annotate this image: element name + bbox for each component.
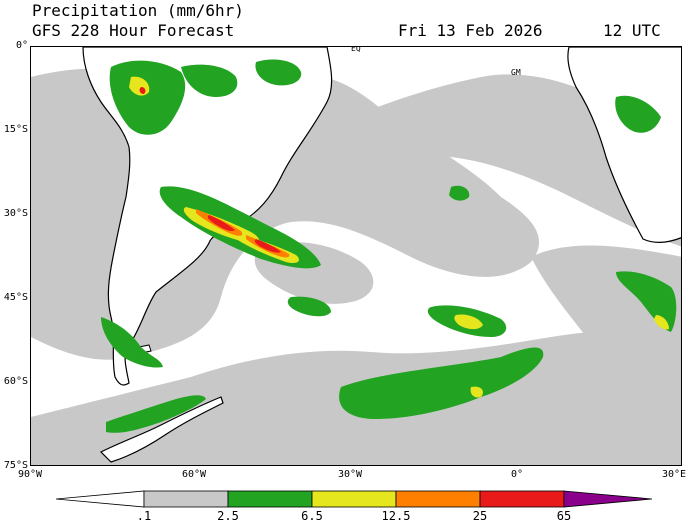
precip-red-area: [254, 239, 281, 253]
colorbar-label-0: .1: [136, 509, 152, 523]
precip-red-area: [207, 215, 235, 232]
lon-label-0: 0°: [510, 469, 524, 480]
lat-label-0: 0°: [15, 40, 28, 51]
precip-green-area: [255, 59, 302, 86]
africa-coast: [567, 47, 681, 243]
antarctic-peninsula-coast: [99, 396, 224, 463]
lat-label-75s: 75°S: [3, 460, 28, 471]
precip-yellow-area: [654, 315, 669, 330]
lon-label-90w: 90°W: [17, 469, 43, 480]
equator-tag: EQ: [351, 46, 361, 53]
precip-gray-band: [38, 193, 130, 308]
lat-label-60s: 60°S: [3, 376, 28, 387]
colorbar-segment-5: [479, 490, 565, 508]
colorbar-label-1: 2.5: [217, 509, 239, 523]
colorbar-segment-4: [395, 490, 481, 508]
colorbar-segment-1: [143, 490, 229, 508]
precip-green-area: [449, 185, 470, 201]
precip-green-area: [287, 296, 331, 317]
colorbar-label-2: 6.5: [301, 509, 323, 523]
colorbar-segment-3: [311, 490, 397, 508]
precip-green-area: [339, 347, 544, 419]
forecast-date: Fri 13 Feb 2026: [398, 21, 543, 40]
precip-green-area: [101, 317, 163, 368]
precip-colorbar: [56, 490, 653, 508]
colorbar-label-4: 25: [472, 509, 488, 523]
colorbar-segment-2: [227, 490, 313, 508]
colorbar-label-3: 12.5: [381, 509, 411, 523]
chart-title: Precipitation (mm/6hr): [32, 1, 244, 20]
precip-green-area: [181, 64, 238, 97]
precip-yellow-area: [470, 386, 483, 398]
precip-green-area: [615, 95, 661, 133]
lat-label-45s: 45°S: [3, 292, 28, 303]
precip-gray-band: [364, 195, 484, 252]
precipitation-map: EQ GM: [30, 46, 682, 466]
precip-green-area: [106, 395, 206, 433]
lon-label-60w: 60°W: [181, 469, 207, 480]
lat-label-15s: 15°S: [3, 124, 28, 135]
colorbar-label-5: 65: [556, 509, 572, 523]
forecast-time: 12 UTC: [603, 21, 661, 40]
colorbar-segment-0: [56, 490, 145, 508]
precip-green-area: [109, 60, 186, 135]
precip-yellow-area: [454, 314, 483, 330]
precip-red-area: [139, 87, 146, 94]
map-canvas: [31, 47, 681, 465]
intense-precip-layer: [139, 87, 290, 258]
lon-label-30e: 30°E: [662, 469, 687, 480]
greenwich-meridian-tag: GM: [511, 68, 521, 77]
forecast-subtitle: GFS 228 Hour Forecast: [32, 21, 235, 40]
colorbar-segment-6: [563, 490, 653, 508]
lon-label-30w: 30°W: [337, 469, 363, 480]
lat-label-30s: 30°S: [3, 208, 28, 219]
